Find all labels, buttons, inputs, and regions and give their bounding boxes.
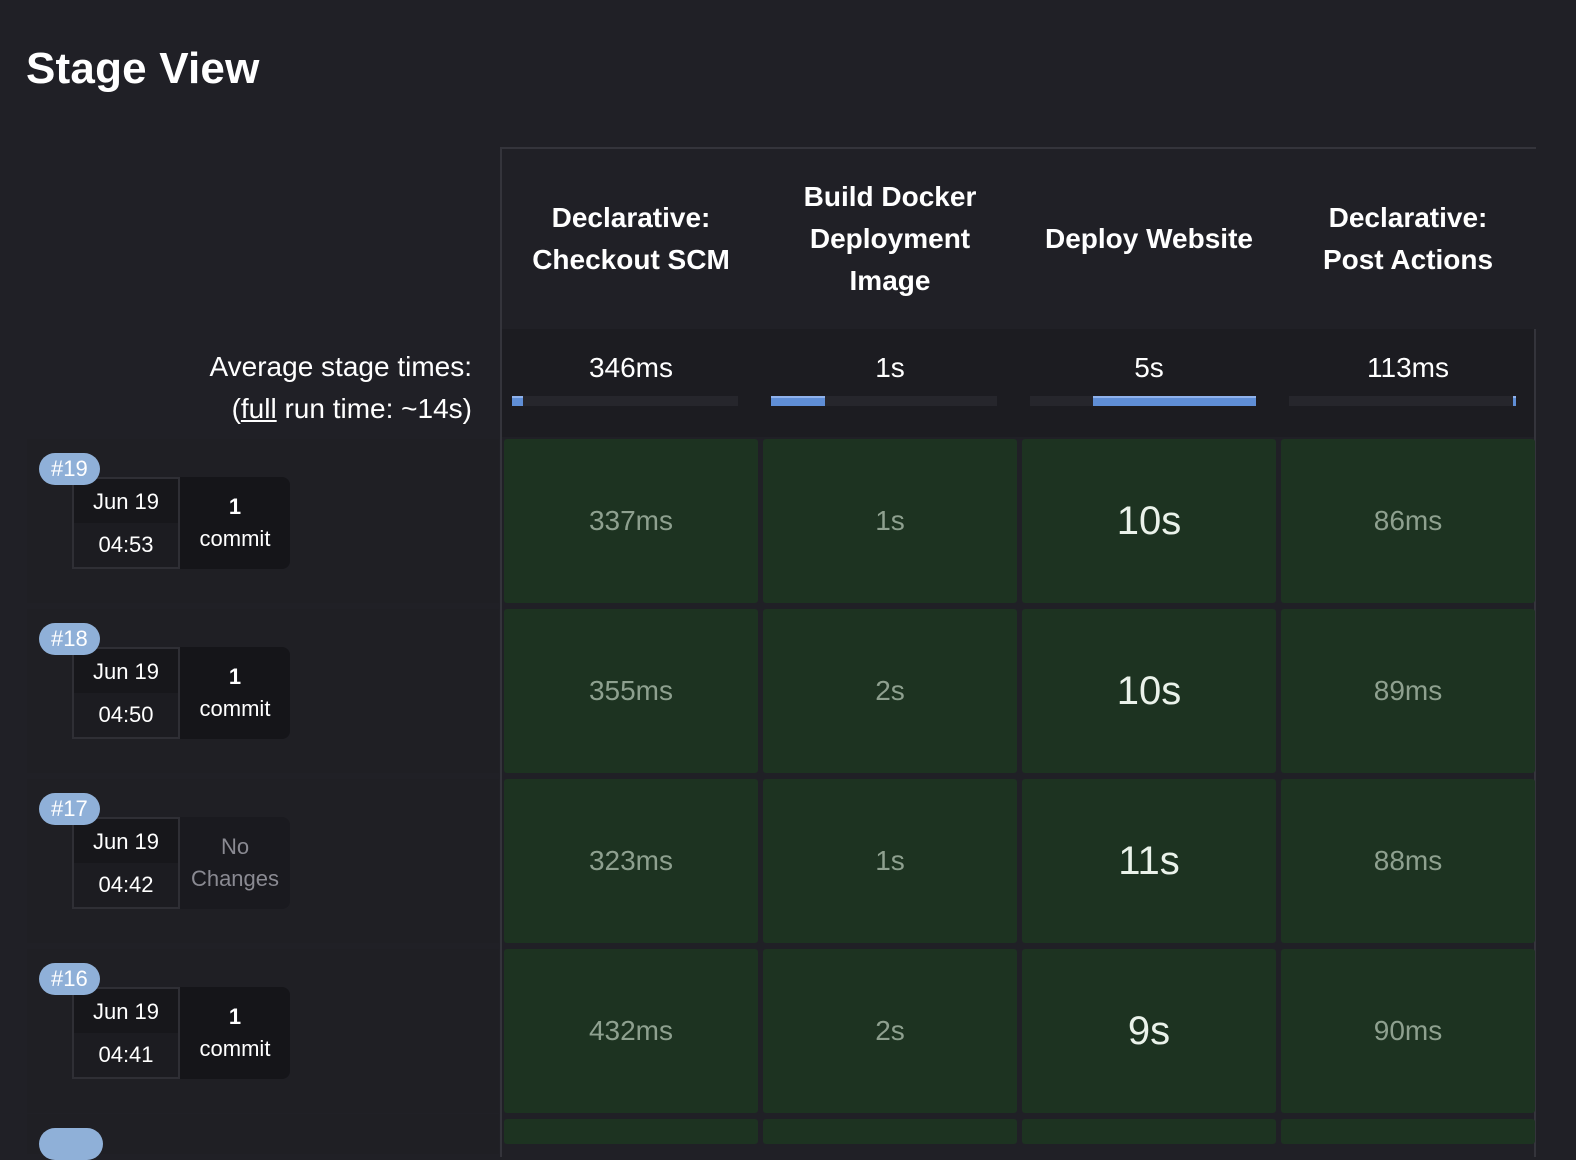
changes-count: 1 bbox=[228, 494, 242, 519]
run-date: Jun 19 bbox=[92, 999, 160, 1024]
stage-time-bar-fill bbox=[771, 396, 825, 406]
stage-duration-cell[interactable]: 11s bbox=[1022, 779, 1276, 943]
stage-duration-cell[interactable]: 2s bbox=[763, 949, 1017, 1113]
run-date: Jun 19 bbox=[92, 829, 160, 854]
stage-duration-cell[interactable]: 337ms bbox=[504, 439, 758, 603]
run-time: 04:50 bbox=[74, 693, 178, 737]
stage-duration-cell-partial[interactable] bbox=[763, 1119, 1017, 1144]
stage-duration-cell[interactable]: 1s bbox=[763, 439, 1017, 603]
average-stage-time: 1s bbox=[875, 352, 905, 383]
changes-count: 1 bbox=[228, 1004, 242, 1029]
stage-duration-cell[interactable]: 90ms bbox=[1281, 949, 1535, 1113]
stage-time-bar-fill bbox=[1093, 396, 1256, 406]
changes-label: commit bbox=[199, 526, 271, 551]
stage-duration-cell[interactable]: 10s bbox=[1022, 439, 1276, 603]
stage-time-bar bbox=[512, 396, 738, 406]
run-date-box: Jun 19 04:53 bbox=[72, 477, 180, 569]
run-time: 04:53 bbox=[74, 523, 178, 567]
stage-duration-cell[interactable]: 1s bbox=[763, 779, 1017, 943]
changes-count: No bbox=[220, 834, 250, 859]
run-date: Jun 19 bbox=[92, 659, 160, 684]
stage-header: Build Docker Deployment Image bbox=[761, 149, 1019, 329]
changes-label: Changes bbox=[190, 866, 280, 891]
stage-duration-cell-partial[interactable] bbox=[1022, 1119, 1276, 1144]
run-date-box: Jun 19 04:50 bbox=[72, 647, 180, 739]
paren-open: ( bbox=[231, 393, 241, 424]
average-stage-time: 5s bbox=[1134, 352, 1164, 383]
full-run-time-link[interactable]: full bbox=[240, 393, 277, 424]
stage-duration-cell[interactable]: 88ms bbox=[1281, 779, 1535, 943]
run-date-box: Jun 19 04:42 bbox=[72, 817, 180, 909]
changes-label: commit bbox=[199, 1036, 271, 1061]
stage-duration-cell[interactable]: 89ms bbox=[1281, 609, 1535, 773]
commit-count-link[interactable]: 1 commit bbox=[180, 987, 290, 1079]
run-badge[interactable]: #16 bbox=[39, 963, 100, 995]
stage-grid bbox=[500, 147, 1536, 1157]
run-time-text: run time: ~14s) bbox=[276, 393, 472, 424]
stage-duration-cell-partial[interactable] bbox=[504, 1119, 758, 1144]
page-title: Stage View bbox=[26, 44, 260, 93]
run-badge[interactable]: #19 bbox=[39, 453, 100, 485]
average-stage-time: 113ms bbox=[1367, 352, 1449, 383]
run-badge[interactable]: #18 bbox=[39, 623, 100, 655]
stage-header: Declarative: Checkout SCM bbox=[502, 149, 760, 329]
average-stage-time: 346ms bbox=[588, 352, 674, 383]
stage-duration-cell[interactable]: 2s bbox=[763, 609, 1017, 773]
stage-time-bar-fill bbox=[512, 396, 523, 406]
average-label-text: Average stage times: bbox=[209, 351, 472, 382]
average-row bbox=[502, 329, 1534, 437]
average-stage-times-label: Average stage times: (full run time: ~14… bbox=[150, 346, 472, 430]
stage-duration-cell-partial[interactable] bbox=[1281, 1119, 1535, 1144]
stage-duration-cell[interactable]: 323ms bbox=[504, 779, 758, 943]
stage-duration-cell[interactable]: 9s bbox=[1022, 949, 1276, 1113]
commit-count-link[interactable]: 1 commit bbox=[180, 647, 290, 739]
changes-count: 1 bbox=[228, 664, 242, 689]
run-date-box: Jun 19 04:41 bbox=[72, 987, 180, 1079]
stage-time-bar-fill bbox=[1513, 396, 1516, 406]
changes-label: commit bbox=[199, 696, 271, 721]
run-time: 04:41 bbox=[74, 1033, 178, 1077]
commit-count-link[interactable]: 1 commit bbox=[180, 477, 290, 569]
run-badge[interactable]: #17 bbox=[39, 793, 100, 825]
run-date: Jun 19 bbox=[92, 489, 160, 514]
stage-time-bar bbox=[1030, 396, 1256, 406]
stage-time-bar bbox=[771, 396, 997, 406]
stage-header: Declarative: Post Actions bbox=[1279, 149, 1537, 329]
run-time: 04:42 bbox=[74, 863, 178, 907]
stage-header: Deploy Website bbox=[1020, 149, 1278, 329]
stage-time-bar bbox=[1289, 396, 1516, 406]
stage-duration-cell[interactable]: 86ms bbox=[1281, 439, 1535, 603]
stage-duration-cell[interactable]: 355ms bbox=[504, 609, 758, 773]
run-badge-partial[interactable] bbox=[39, 1128, 103, 1160]
stage-duration-cell[interactable]: 432ms bbox=[504, 949, 758, 1113]
no-changes-label: No Changes bbox=[180, 817, 290, 909]
stage-duration-cell[interactable]: 10s bbox=[1022, 609, 1276, 773]
